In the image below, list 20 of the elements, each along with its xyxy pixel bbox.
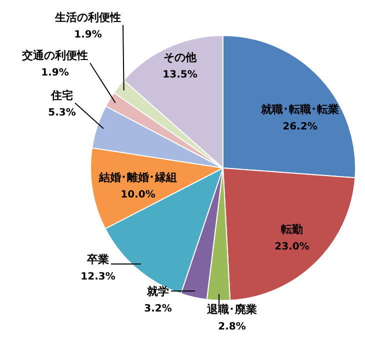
slice-label: 退職･廃業 (206, 302, 257, 316)
slice-label: 就職･転職･転業 (260, 102, 339, 116)
slice-label: 結婚･離婚･縁組 (98, 170, 177, 184)
data-label: 3.2% (144, 304, 172, 315)
data-label: 2.8% (218, 322, 246, 333)
data-label: 1.9% (41, 68, 69, 79)
data-label: 13.5% (162, 70, 198, 81)
data-label: 1.9% (74, 30, 102, 41)
slice-label: 住宅 (50, 88, 73, 102)
data-label: 10.0% (120, 190, 156, 201)
data-label: 26.2% (282, 122, 318, 133)
data-label: 23.0% (274, 242, 310, 253)
slice-label: 交通の利便性 (21, 48, 88, 62)
slice-label: 転勤 (280, 222, 303, 236)
slice-label: 生活の利便性 (54, 10, 121, 24)
slice-label: その他 (164, 50, 198, 64)
slice-label: 就学 (146, 284, 169, 298)
data-label: 5.3% (48, 108, 76, 119)
data-label: 12.3% (80, 272, 116, 283)
slice-label: 卒業 (86, 252, 109, 266)
